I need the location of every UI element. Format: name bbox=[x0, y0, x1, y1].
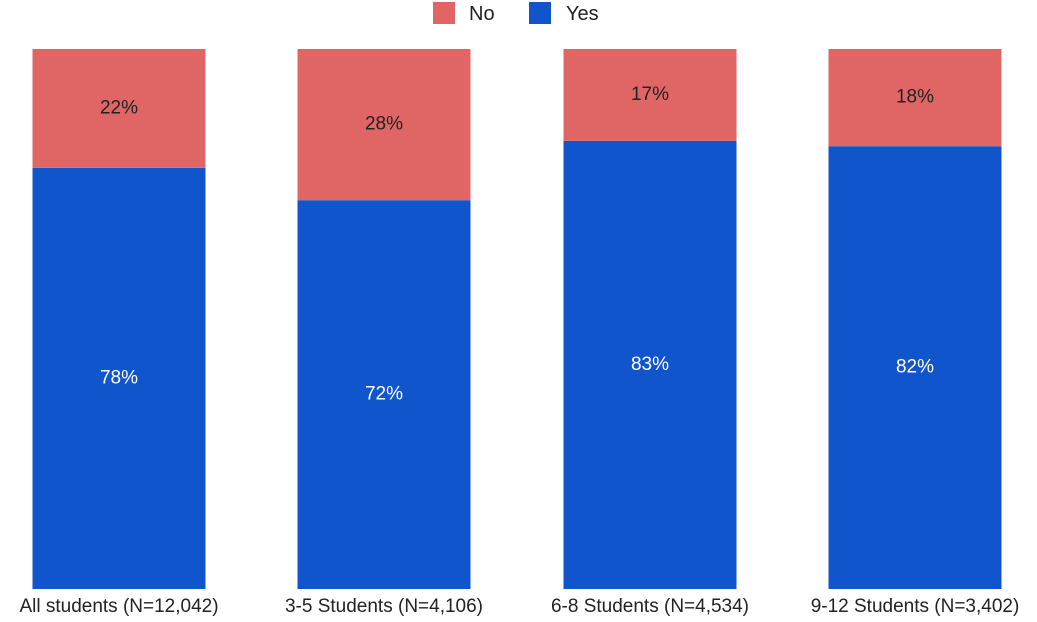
x-axis-tick-labels: All students (N=12,042) 3-5 Students (N=4… bbox=[19, 596, 1019, 617]
bar-group: 78% 22% 72% 28% 83% 17% 82% 18% bbox=[32, 49, 1002, 590]
bar-yes-4 bbox=[828, 146, 1002, 589]
bar-no-1 bbox=[32, 49, 206, 168]
data-label-no-3: 17% bbox=[631, 84, 669, 105]
x-tick-label-1: All students (N=12,042) bbox=[19, 596, 218, 617]
legend-swatch-yes bbox=[529, 2, 551, 24]
legend-label-no: No bbox=[469, 3, 495, 25]
bar-no-3 bbox=[563, 49, 737, 141]
data-label-yes-2: 72% bbox=[365, 384, 403, 405]
legend-swatch-no bbox=[433, 2, 455, 24]
data-label-no-4: 18% bbox=[896, 87, 934, 108]
bar-no-2 bbox=[297, 49, 471, 201]
chart-legend: No Yes bbox=[433, 2, 599, 25]
data-label-no-2: 28% bbox=[365, 114, 403, 135]
data-label-yes-4: 82% bbox=[896, 357, 934, 378]
data-label-yes-1: 78% bbox=[100, 367, 138, 388]
legend-label-yes: Yes bbox=[566, 3, 599, 25]
bar-yes-1 bbox=[32, 167, 206, 590]
data-label-yes-3: 83% bbox=[631, 354, 669, 375]
bar-no-4 bbox=[828, 49, 1002, 147]
x-tick-label-3: 6-8 Students (N=4,534) bbox=[551, 596, 749, 617]
data-label-no-1: 22% bbox=[100, 97, 138, 118]
x-tick-label-2: 3-5 Students (N=4,106) bbox=[285, 596, 483, 617]
bar-yes-3 bbox=[563, 140, 737, 590]
bar-yes-2 bbox=[297, 200, 471, 589]
x-tick-label-4: 9-12 Students (N=3,402) bbox=[811, 596, 1020, 617]
